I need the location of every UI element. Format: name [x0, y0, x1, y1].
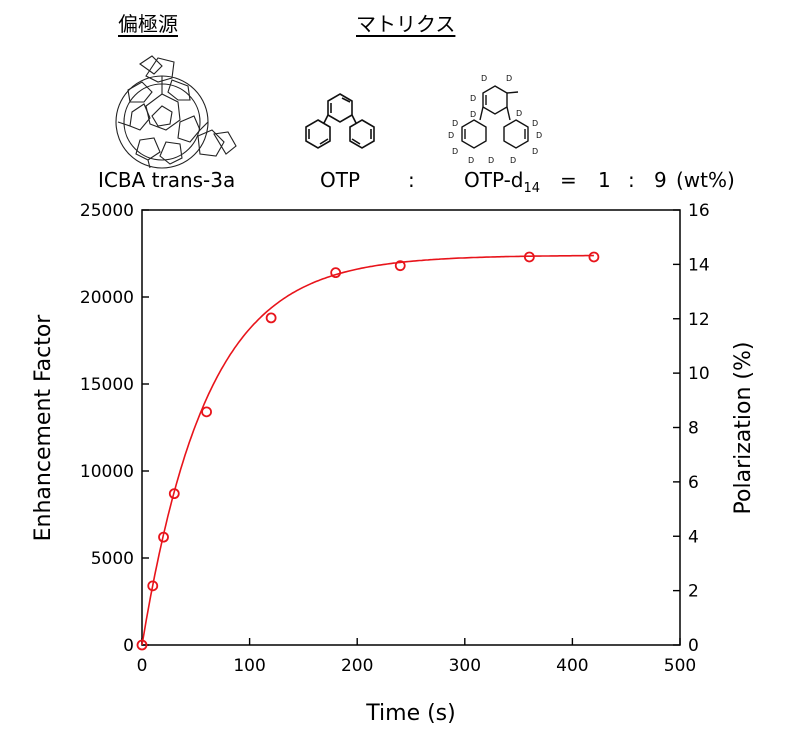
data-point — [588, 251, 600, 263]
y2-tick-label: 12 — [688, 310, 710, 330]
equals-sign: = — [560, 168, 577, 192]
y-tick-label: 20000 — [80, 288, 134, 308]
y-tick-label: 5000 — [91, 549, 134, 569]
fit-curve-line — [141, 254, 594, 646]
y2-tick-label: 6 — [688, 473, 699, 493]
polarizing-source-heading: 偏極源 — [118, 12, 178, 36]
y2-axis-title: Polarization (%) — [731, 342, 756, 515]
deuterium-label: D — [488, 156, 494, 165]
ratio-value-a: 1 — [598, 168, 611, 192]
deuterium-label: D — [470, 110, 476, 119]
otp-d-base: OTP-d — [464, 168, 524, 192]
otp-label: OTP — [320, 168, 361, 192]
ortho-terphenyl-structure-icon — [305, 93, 375, 149]
x-tick-label: 0 — [137, 656, 148, 676]
plot-frame — [141, 209, 681, 646]
deuterated-terphenyl-structure-icon: D D D D D D D D D D D D D D — [448, 74, 542, 165]
deuterium-count: 14 — [523, 181, 541, 196]
deuterium-label: D — [468, 156, 474, 165]
data-point — [330, 267, 342, 279]
fullerene-icba-structure-icon — [115, 55, 237, 169]
otp-d14-label: OTP-d14 — [464, 168, 540, 196]
y-axis-title: Enhancement Factor — [31, 314, 56, 542]
x-tick-label: 300 — [449, 656, 481, 676]
deuterium-label: D — [532, 119, 538, 128]
y2-tick-label: 14 — [688, 255, 710, 275]
x-tick-label: 200 — [341, 656, 373, 676]
deuterium-label: D — [506, 74, 512, 83]
y2-tick-label: 0 — [688, 636, 699, 656]
deuterium-label: D — [452, 119, 458, 128]
y2-tick-label: 2 — [688, 582, 699, 602]
deuterium-label: D — [481, 74, 487, 83]
data-point — [394, 260, 406, 272]
data-point — [136, 639, 148, 651]
deuterium-label: D — [532, 147, 538, 156]
data-point — [523, 251, 535, 263]
data-point — [265, 312, 277, 324]
ratio-colon: : — [408, 168, 415, 192]
x-tick-label: 500 — [664, 656, 696, 676]
y-tick-label: 25000 — [80, 201, 134, 221]
y-tick-label: 15000 — [80, 375, 134, 395]
y-tick-label: 0 — [123, 636, 134, 656]
y2-tick-label: 8 — [688, 419, 699, 439]
data-point — [158, 531, 169, 543]
deuterium-label: D — [510, 156, 516, 165]
deuterium-label: D — [536, 131, 542, 140]
ratio-value-b: 9 — [654, 168, 667, 192]
deuterium-label: D — [448, 131, 454, 140]
icba-label: ICBA trans-3a — [98, 168, 236, 192]
x-axis-title: Time (s) — [365, 701, 455, 726]
x-tick-label: 400 — [556, 656, 588, 676]
data-point — [201, 406, 212, 418]
ratio-unit: (wt%) — [676, 168, 735, 192]
x-tick-label: 100 — [233, 656, 265, 676]
deuterium-label: D — [470, 94, 476, 103]
deuterium-label: D — [452, 147, 458, 156]
y2-tick-label: 4 — [688, 527, 699, 547]
deuterium-label: D — [516, 109, 522, 118]
matrix-heading: マトリクス — [356, 12, 456, 36]
y2-tick-label: 10 — [688, 364, 710, 384]
ratio-colon: : — [628, 168, 635, 192]
data-point — [147, 580, 159, 592]
data-point — [168, 488, 180, 500]
y-tick-label: 10000 — [80, 462, 134, 482]
y2-tick-label: 16 — [688, 201, 710, 221]
